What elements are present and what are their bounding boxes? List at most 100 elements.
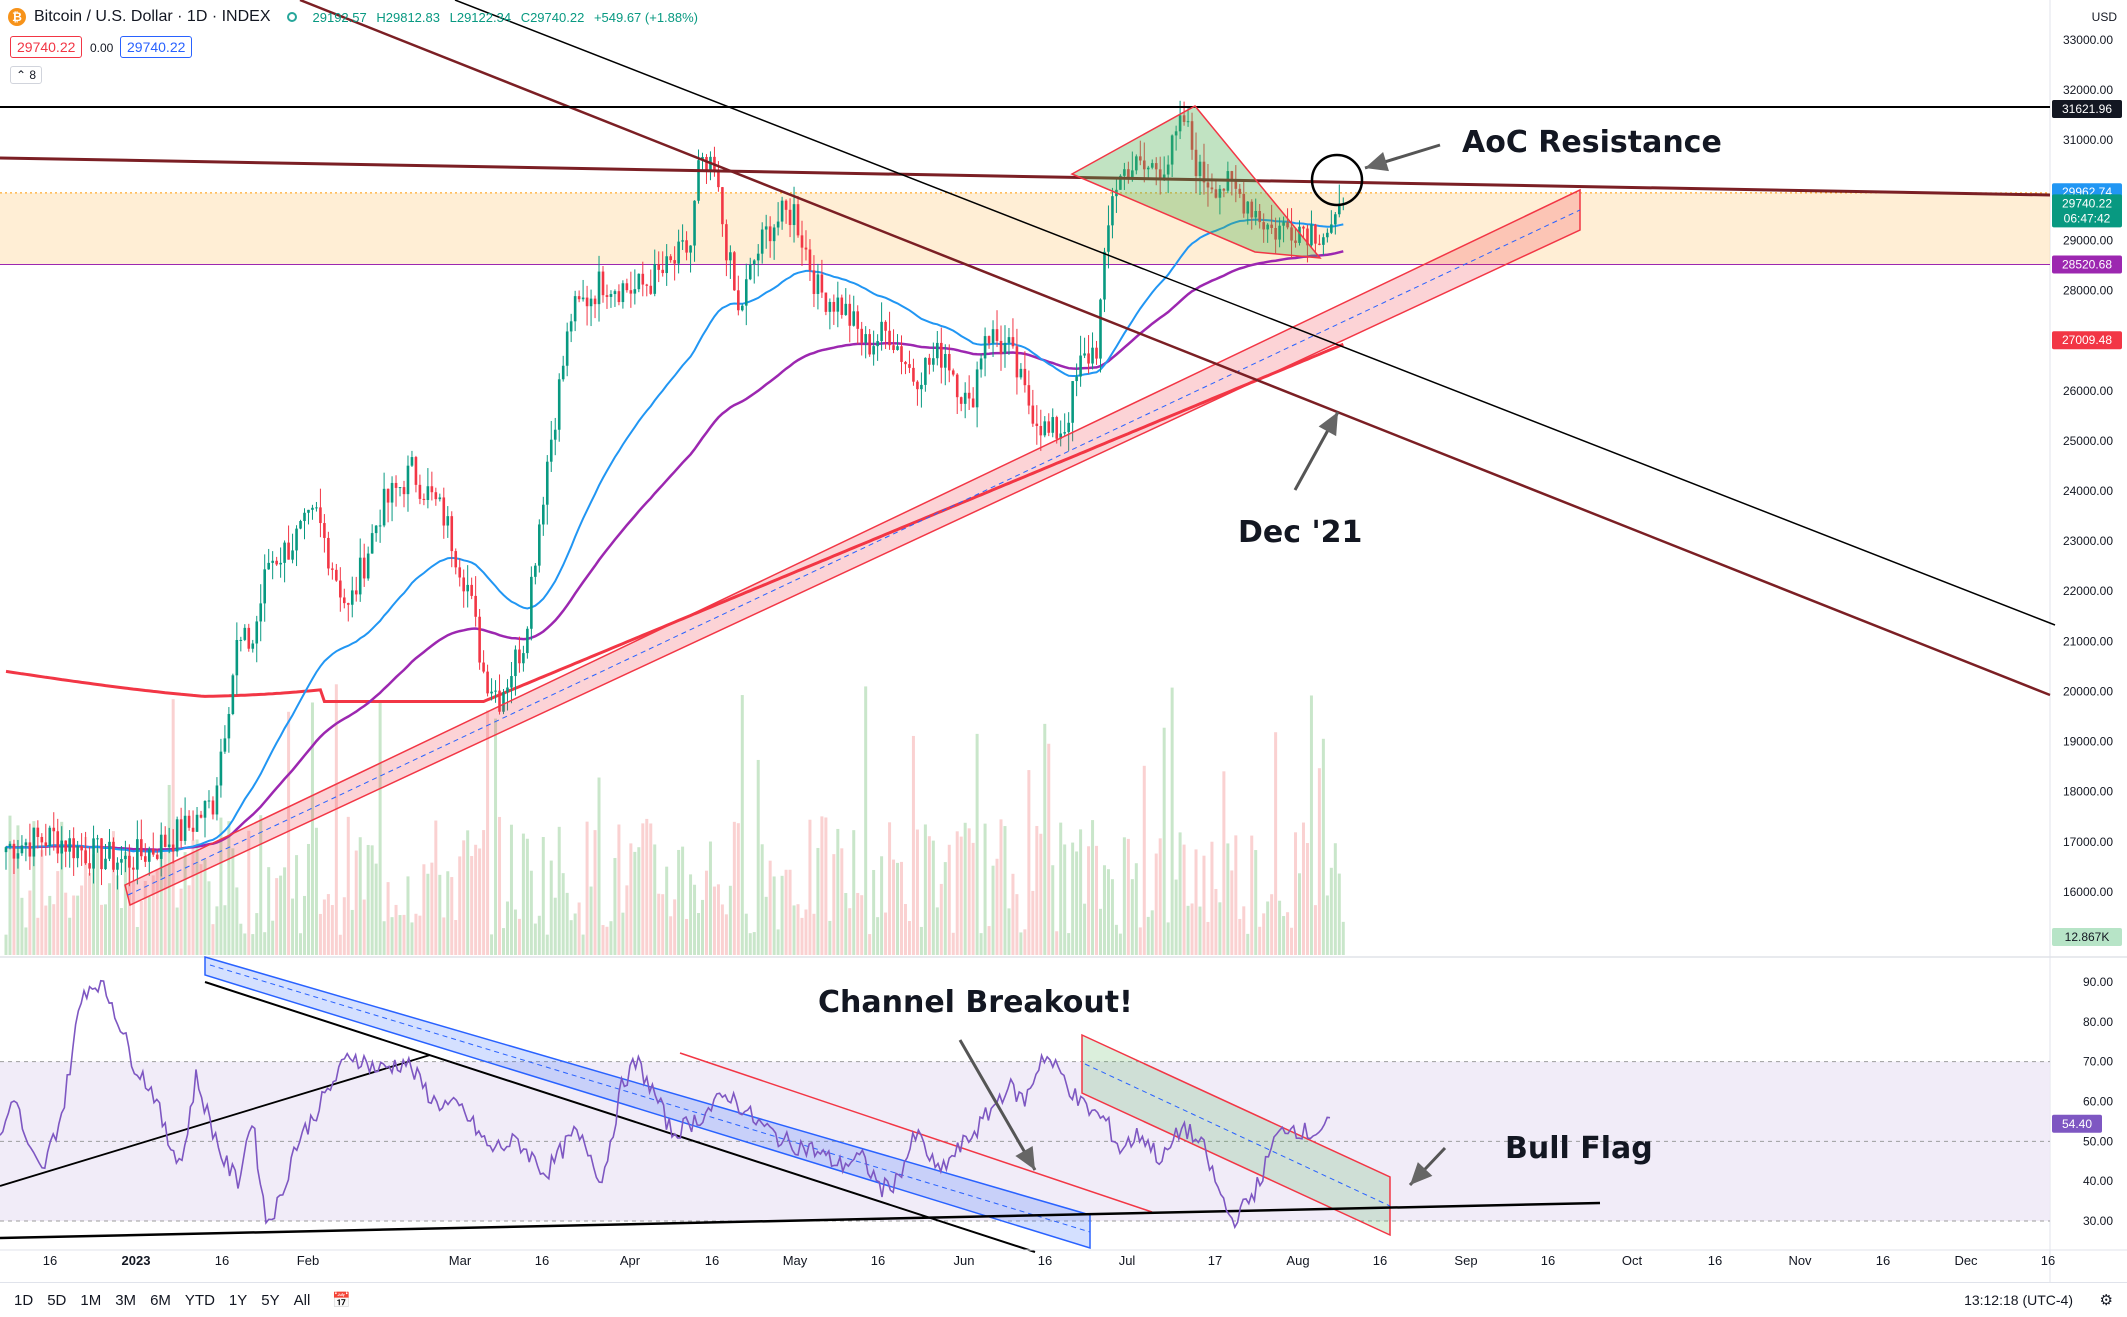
candle-body [1334, 214, 1337, 225]
candle-body [243, 627, 247, 640]
tf-all[interactable]: All [293, 1291, 311, 1309]
tf-5y[interactable]: 5Y [261, 1291, 280, 1309]
candle-body [593, 298, 597, 305]
volume-bar [553, 897, 557, 955]
candle-body [844, 303, 848, 315]
candle-body [1230, 171, 1234, 180]
candle-body [215, 785, 219, 815]
volume-bar [868, 934, 872, 955]
candle-body [760, 229, 764, 254]
high-value: H29812.83 [376, 9, 440, 25]
buy-price[interactable]: 29740.22 [120, 36, 193, 58]
volume-bar [1011, 873, 1015, 955]
volume-bar [243, 933, 247, 955]
volume-bar [1099, 908, 1102, 955]
candle-body [1194, 149, 1198, 177]
candle-body [1071, 381, 1074, 423]
price-tick-label: 18000.00 [2063, 785, 2113, 799]
candle-body [1174, 131, 1178, 136]
channel-breakout-label: Channel Breakout! [818, 985, 1133, 1020]
candle-body [52, 827, 56, 832]
candle-body [983, 336, 987, 359]
candle-body [1127, 169, 1130, 179]
volume-bar [1083, 903, 1087, 955]
candle-body [458, 567, 462, 578]
volume-bar [907, 921, 911, 955]
candle-body [900, 346, 903, 362]
candle-body [940, 342, 943, 368]
volume-bar [1130, 879, 1134, 955]
rsi-tick-label: 90.00 [2083, 975, 2113, 989]
volume-bar [8, 815, 12, 955]
volume-bar [438, 874, 442, 955]
volume-bar [641, 823, 645, 955]
volume-bar [1091, 820, 1095, 955]
candle-body [812, 270, 816, 294]
volume-bar [28, 890, 32, 955]
volume-bar [740, 695, 744, 955]
volume-bar [1341, 921, 1345, 955]
volume-bar [454, 920, 458, 955]
candle-body [796, 204, 800, 236]
tf-ytd[interactable]: YTD [184, 1291, 215, 1309]
volume-bar [764, 896, 768, 955]
volume-bar [1282, 916, 1286, 955]
volume-bar [215, 906, 219, 955]
tf-1m[interactable]: 1M [80, 1291, 102, 1309]
indicator-count-toggle[interactable]: ⌃ 8 [10, 66, 43, 84]
tf-1d[interactable]: 1D [14, 1291, 34, 1309]
candle-body [187, 815, 191, 828]
candle-body [1326, 232, 1329, 238]
volume-bar [967, 828, 971, 955]
price-tick-label: 31000.00 [2063, 133, 2113, 147]
candle-body [1051, 417, 1055, 433]
volume-bar [848, 908, 852, 955]
candle-body [697, 160, 700, 201]
volume-bar [171, 699, 175, 955]
volume-bar [959, 836, 963, 955]
volume-bar [299, 933, 303, 955]
rsi-tick-label: 60.00 [2083, 1095, 2113, 1109]
candle-body [1043, 421, 1047, 436]
settings-icon[interactable]: ⚙ [2099, 1292, 2113, 1309]
candle-body [741, 305, 744, 311]
price-label: 12.867K [2065, 930, 2110, 944]
volume-bar [104, 904, 107, 955]
candle-body [1039, 425, 1043, 436]
tf-1y[interactable]: 1Y [228, 1291, 248, 1309]
volume-bar [366, 844, 370, 955]
volume-bar [633, 851, 637, 955]
candle-body [1003, 342, 1007, 354]
channel-arrow [958, 1039, 1037, 1171]
volume-bar [1007, 908, 1011, 955]
symbol-title[interactable]: Bitcoin / U.S. Dollar · 1D · INDEX [34, 8, 271, 25]
bottom-toolbar: 1D 5D 1M 3M 6M YTD 1Y 5Y All 📅 13:12:18 … [0, 1282, 2127, 1317]
candle-body [283, 542, 286, 563]
volume-bar [529, 870, 533, 955]
candle-body [291, 550, 294, 560]
volume-bar [1337, 873, 1341, 955]
volume-bar [768, 860, 772, 955]
volume-bar [1305, 843, 1309, 955]
tf-5d[interactable]: 5D [47, 1291, 67, 1309]
candle-body [1142, 160, 1146, 170]
volume-bar [494, 718, 498, 955]
candle-body [1254, 210, 1258, 218]
date-range-icon[interactable]: 📅 [332, 1292, 351, 1309]
volume-bar [1043, 723, 1047, 955]
currency-selector[interactable]: USD [2091, 10, 2117, 24]
candle-body [1270, 224, 1273, 228]
aoc-resistance-line [0, 156, 2051, 197]
volume-bar [267, 867, 271, 955]
volume-bar [442, 917, 446, 955]
sell-price[interactable]: 29740.22 [10, 36, 83, 58]
tf-6m[interactable]: 6M [150, 1291, 171, 1309]
volume-bar [48, 895, 52, 955]
candle-body [955, 374, 959, 398]
volume-bar [303, 895, 306, 955]
candle-body [422, 498, 426, 500]
volume-bar [1118, 933, 1122, 955]
volume-bar [581, 934, 585, 955]
tf-3m[interactable]: 3M [115, 1291, 137, 1309]
